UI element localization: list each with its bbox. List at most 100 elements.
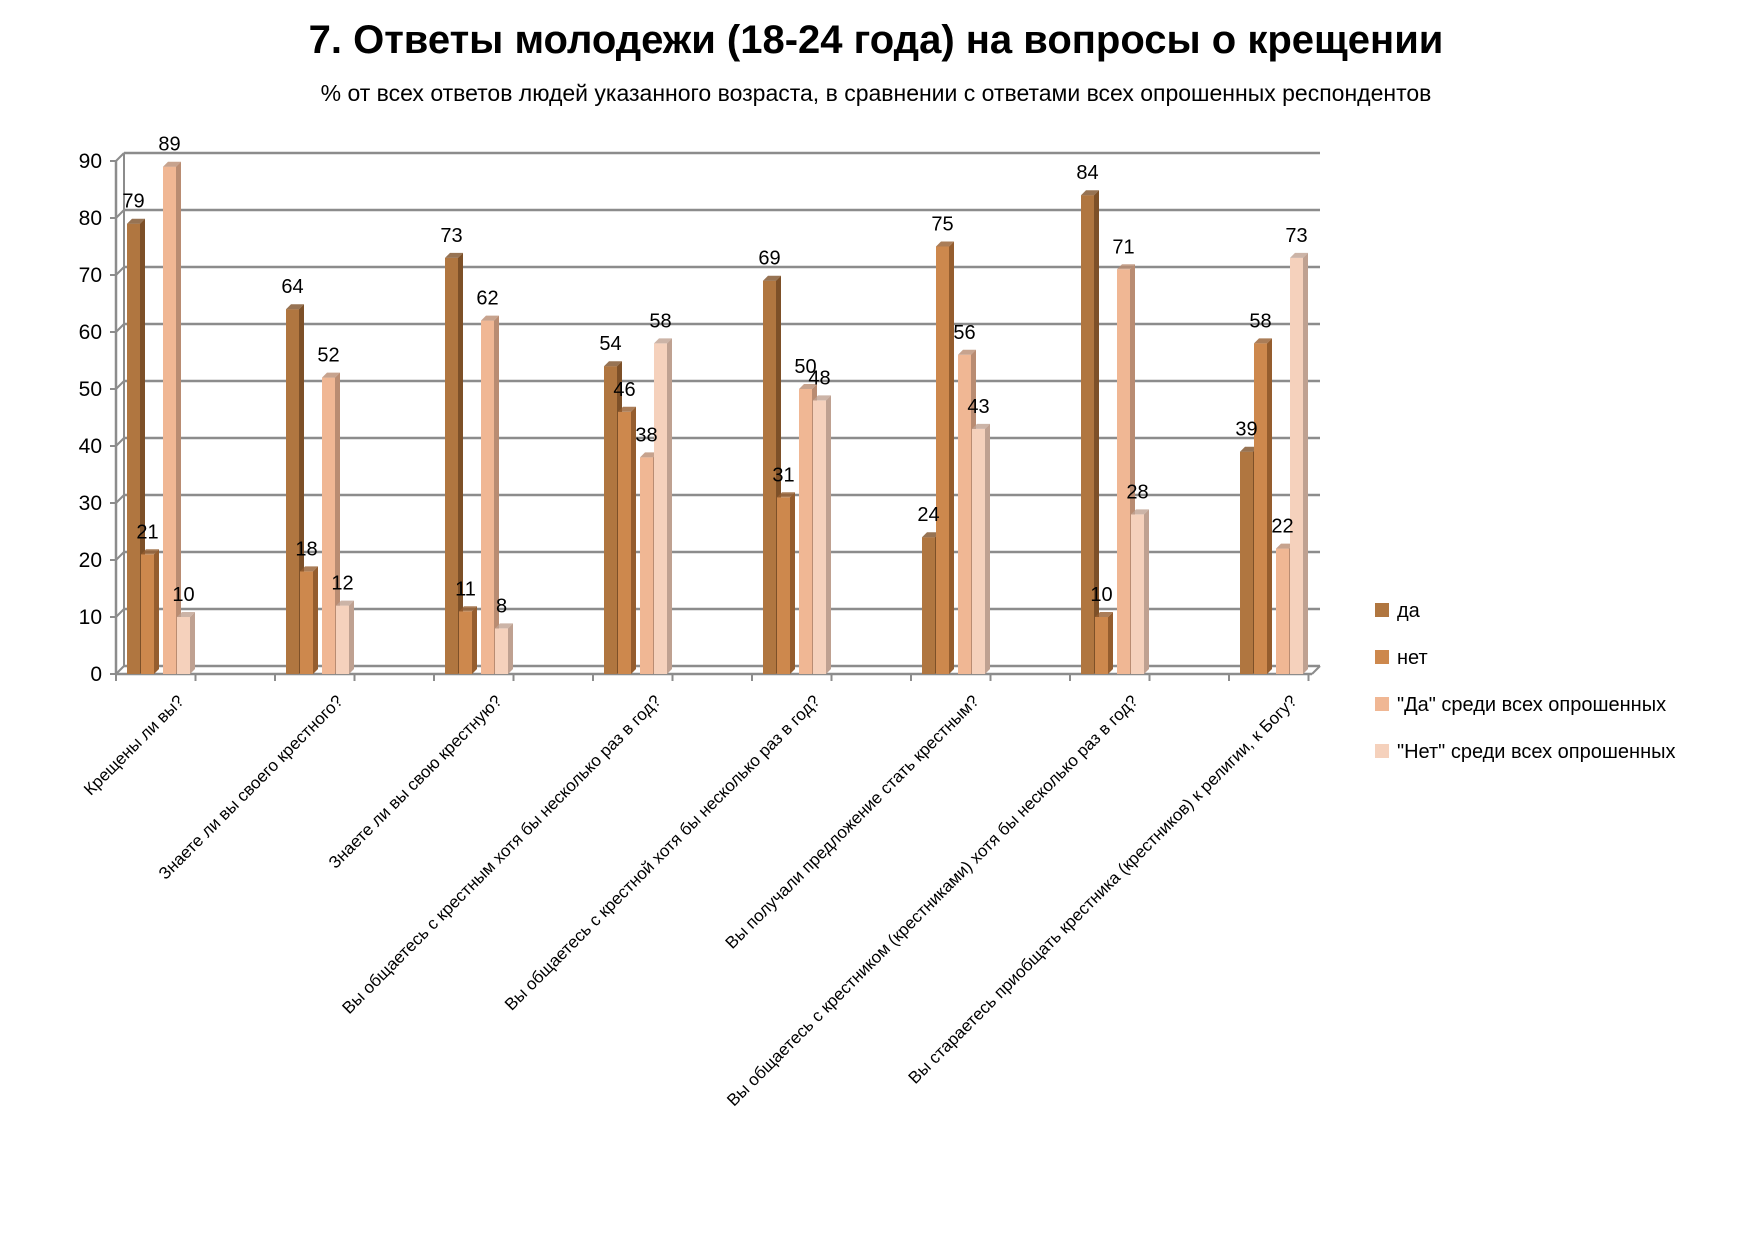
gridline-side: [115, 494, 125, 504]
data-label: 79: [122, 191, 144, 213]
bar-side: [1144, 509, 1149, 674]
data-label: 24: [917, 504, 939, 526]
bar-side: [1303, 252, 1308, 674]
bar-top: [958, 349, 976, 355]
bar-top: [322, 372, 340, 378]
bar-top: [799, 384, 817, 389]
bar-3-3: [654, 343, 667, 674]
bar-side: [1094, 190, 1099, 674]
bar-side: [826, 395, 831, 674]
bar-top: [286, 304, 304, 310]
bar-2-7: [1276, 548, 1289, 674]
legend-swatch: [1375, 603, 1389, 617]
data-label: 46: [613, 379, 635, 401]
bar-3-4: [813, 400, 826, 674]
category-label: Крещены ли вы?: [80, 691, 188, 799]
y-tick-label: 30: [79, 492, 102, 515]
bar-side: [1108, 612, 1113, 674]
y-tick-label: 40: [79, 435, 102, 458]
y-tick-label: 20: [79, 549, 102, 572]
chart-subtitle: % от всех ответов людей указанного возра…: [320, 80, 1432, 106]
bar-side: [985, 423, 990, 674]
bar-top: [163, 161, 181, 167]
data-label: 75: [931, 214, 953, 236]
bar-side: [667, 338, 672, 674]
category-label: Знаете ли вы своего крестного?: [155, 691, 347, 883]
gridline-side: [115, 209, 125, 219]
bar-side: [949, 241, 954, 674]
data-label: 39: [1235, 419, 1257, 441]
bar-2-2: [481, 320, 494, 674]
bar-top: [300, 566, 318, 572]
gridline-side: [115, 266, 125, 276]
data-label: 71: [1112, 236, 1134, 258]
data-label: 62: [476, 288, 498, 310]
bar-3-7: [1290, 257, 1303, 674]
legend-swatch: [1375, 697, 1389, 711]
data-label: 84: [1076, 162, 1098, 184]
data-label: 69: [758, 248, 780, 270]
bar-1-3: [618, 411, 631, 674]
y-tick-label: 0: [90, 663, 102, 686]
bar-top: [1290, 252, 1308, 258]
bar-2-6: [1117, 269, 1130, 674]
bar-2-3: [640, 457, 653, 674]
bar-side: [154, 549, 159, 674]
bar-side: [508, 623, 513, 674]
bar-0-4: [763, 280, 776, 674]
data-label: 38: [635, 424, 657, 446]
bar-top: [640, 452, 658, 458]
bar-top: [445, 252, 463, 258]
y-tick-label: 50: [79, 378, 102, 401]
bar-2-1: [322, 377, 335, 674]
bar-top: [813, 395, 831, 401]
bar-top: [654, 338, 672, 344]
chart-title: 7. Ответы молодежи (18-24 года) на вопро…: [308, 18, 1444, 62]
category-label: Вы общаетесь с крестным хотя бы нескольк…: [338, 691, 664, 1017]
bar-top: [127, 218, 145, 224]
bar-side: [458, 252, 463, 674]
bars: [127, 161, 1308, 674]
bar-3-5: [972, 428, 985, 674]
data-label: 10: [172, 584, 194, 606]
legend-label: нет: [1397, 647, 1428, 669]
bar-0-3: [604, 366, 617, 674]
legend-swatch: [1375, 650, 1389, 664]
bar-side: [494, 315, 499, 674]
y-tick-label: 70: [79, 264, 102, 287]
bar-top: [495, 623, 513, 629]
bar-top: [972, 423, 990, 429]
bar-1-5: [936, 246, 949, 674]
legend: да нет "Да" среди всех опрошенных "Нет" сре…: [1375, 600, 1676, 763]
bar-side: [790, 492, 795, 674]
bar-top: [1254, 338, 1272, 344]
data-label: 12: [331, 573, 353, 595]
bar-1-2: [459, 611, 472, 674]
bar-side: [313, 566, 318, 674]
bar-top: [618, 406, 636, 412]
bar-top: [922, 532, 940, 538]
bar-1-4: [777, 497, 790, 674]
bar-2-5: [958, 354, 971, 674]
bar-top: [777, 492, 795, 498]
bar-top: [1081, 190, 1099, 196]
legend-label: "Да" среди всех опрошенных: [1397, 694, 1666, 716]
data-label: 50: [794, 356, 816, 378]
gridline-side: [115, 437, 125, 447]
data-label: 58: [649, 310, 671, 332]
bar-0-6: [1081, 195, 1094, 674]
data-label: 10: [1090, 584, 1112, 606]
bar-top: [481, 315, 499, 321]
category-label: Вы получали предложение стать крестным?: [722, 691, 983, 952]
bar-top: [336, 600, 354, 606]
data-label: 64: [281, 276, 303, 298]
bar-1-1: [300, 571, 313, 674]
bar-top: [1240, 446, 1258, 452]
bar-0-5: [922, 537, 935, 674]
gridline-side: [115, 152, 125, 162]
bar-0-7: [1240, 451, 1253, 674]
bar-top: [141, 549, 159, 555]
data-label: 11: [455, 578, 476, 600]
